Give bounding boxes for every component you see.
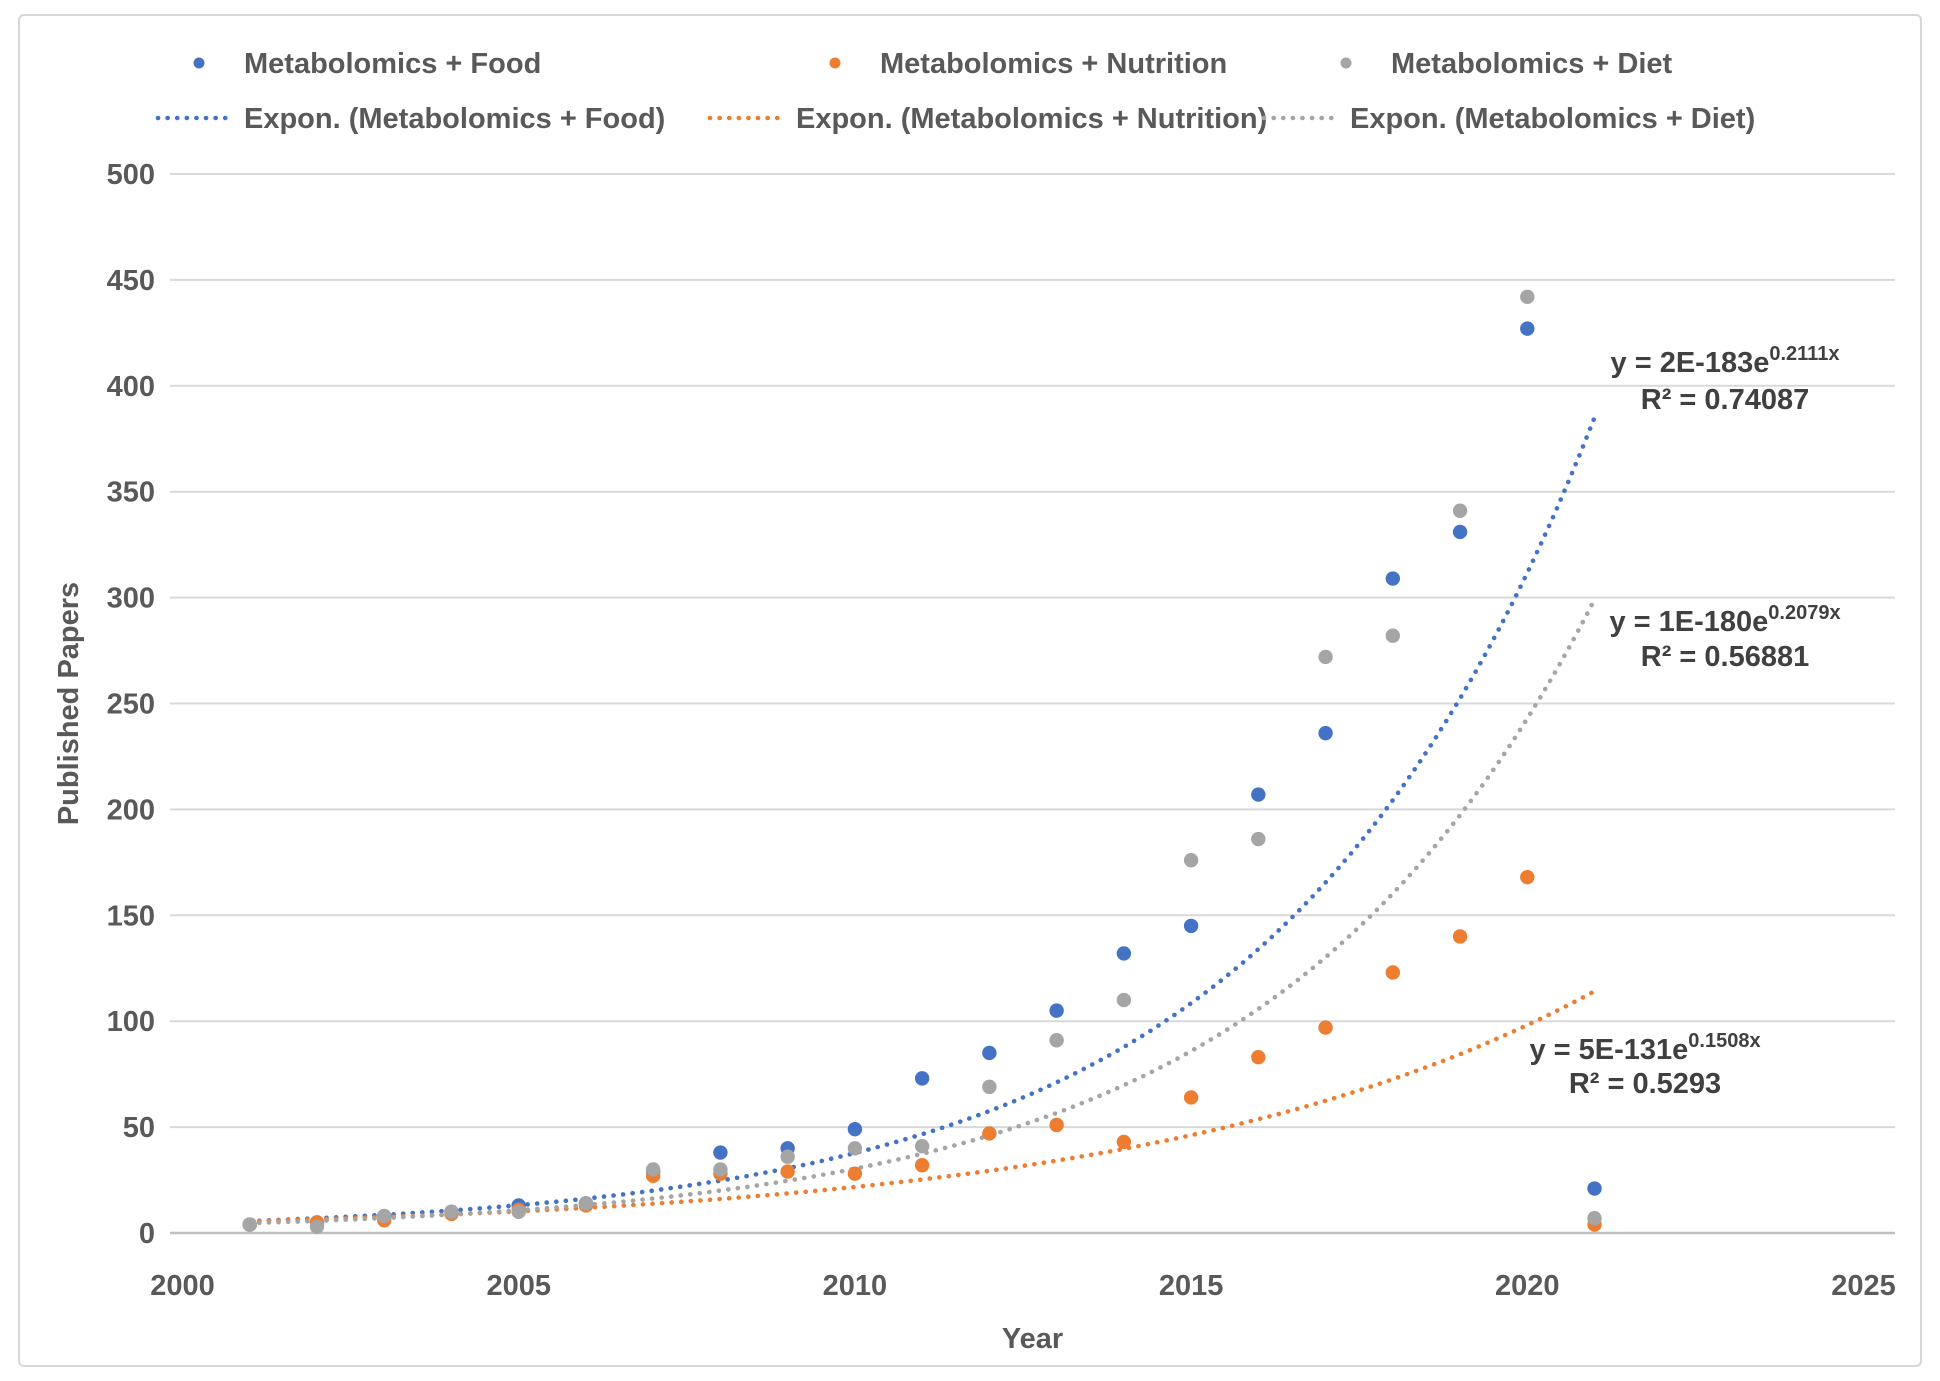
data-point	[1385, 571, 1401, 586]
r-squared-text: R² = 0.56881	[1641, 641, 1809, 673]
x-tick-label: 2010	[823, 1270, 888, 1302]
data-point	[1520, 321, 1535, 336]
data-point	[1385, 965, 1401, 980]
x-tick-label: 2005	[486, 1270, 551, 1302]
r-squared-text: R² = 0.74087	[1641, 384, 1809, 416]
x-tick-label: 2020	[1495, 1270, 1560, 1302]
data-point	[377, 1208, 392, 1224]
trendline-curve	[247, 415, 1597, 1224]
data-point	[1049, 1003, 1064, 1018]
y-tick-label: 500	[107, 159, 155, 191]
data-point	[1385, 628, 1401, 643]
equation-text: y = 2E-183e0.2111x	[1611, 343, 1840, 379]
r-squared-text: R² = 0.5293	[1569, 1068, 1721, 1100]
data-point	[847, 1122, 863, 1137]
data-point	[578, 1196, 594, 1211]
data-point	[1183, 918, 1199, 934]
data-point	[1318, 1020, 1333, 1035]
data-point	[444, 1204, 459, 1220]
data-point	[1183, 1090, 1199, 1105]
data-point	[1587, 1181, 1602, 1196]
trendlines	[247, 415, 1597, 1226]
legend-label: Expon. (Metabolomics + Food)	[244, 103, 665, 135]
x-tick-label: 2015	[1159, 1270, 1224, 1302]
data-point	[1116, 946, 1132, 961]
legend-label: Metabolomics + Diet	[1391, 48, 1673, 80]
x-axis-title: Year	[1002, 1323, 1063, 1355]
x-tick-label: 2000	[150, 1270, 215, 1302]
trendline-curve	[247, 988, 1597, 1224]
y-axis-title: Published Papers	[53, 582, 85, 825]
y-tick-label: 0	[139, 1218, 155, 1250]
data-point	[914, 1138, 930, 1154]
legend-item: Metabolomics + Food	[193, 48, 541, 80]
data-point	[1251, 831, 1266, 847]
data-point	[1318, 649, 1333, 665]
data-point	[847, 1166, 863, 1181]
trendline-equation: y = 2E-183e0.2111x R² = 0.74087	[1611, 343, 1840, 416]
data-point	[1318, 725, 1333, 741]
data-point	[1251, 1050, 1266, 1065]
data-point	[511, 1204, 526, 1220]
legend-marker-dot	[193, 57, 205, 69]
data-point	[780, 1149, 795, 1164]
y-tick-label: 350	[107, 477, 155, 509]
legend-item: Metabolomics + Diet	[1340, 48, 1673, 80]
data-point	[1049, 1117, 1064, 1133]
data-point	[1251, 787, 1266, 802]
legend-item: Expon. (Metabolomics + Food)	[155, 103, 665, 135]
axis-ticks: 0 50 100 150 200 250 300 350 400 450 500 2000 2005 20…	[107, 159, 1896, 1302]
data-point	[1452, 929, 1468, 944]
data-point	[713, 1162, 728, 1177]
data-point	[1587, 1210, 1602, 1226]
legend: Metabolomics + Food Metabolomics + Nutrit…	[155, 48, 1755, 135]
y-tick-label: 400	[107, 371, 155, 403]
legend-label: Expon. (Metabolomics + Nutrition)	[796, 103, 1267, 135]
data-point	[1452, 524, 1468, 540]
data-point	[982, 1079, 997, 1095]
y-tick-label: 250	[107, 689, 155, 721]
data-point	[1183, 853, 1199, 868]
data-point	[914, 1071, 930, 1086]
data-point	[1116, 1134, 1132, 1150]
trendline-curve	[247, 597, 1597, 1226]
data-point	[713, 1145, 728, 1160]
y-tick-label: 100	[107, 1006, 155, 1038]
data-point	[645, 1162, 661, 1177]
legend-label: Expon. (Metabolomics + Diet)	[1350, 103, 1755, 135]
y-tick-label: 450	[107, 265, 155, 297]
data-point	[309, 1219, 325, 1234]
data-point	[982, 1045, 997, 1061]
y-tick-label: 200	[107, 794, 155, 826]
legend-item: Metabolomics + Nutrition	[829, 48, 1227, 80]
data-point	[1452, 503, 1468, 518]
data-point	[242, 1217, 257, 1232]
legend-marker-dot	[1340, 57, 1352, 69]
data-points	[242, 289, 1602, 1234]
data-point	[1520, 869, 1535, 885]
data-point	[780, 1164, 795, 1179]
legend-label: Metabolomics + Nutrition	[880, 48, 1227, 80]
x-tick-label: 2025	[1831, 1270, 1896, 1302]
data-point	[1049, 1033, 1064, 1048]
legend-marker-dot	[829, 57, 841, 69]
data-point	[847, 1141, 863, 1156]
equation-text: y = 1E-180e0.2079x	[1609, 602, 1840, 638]
equation-text: y = 5E-131e0.1508x	[1529, 1030, 1760, 1066]
slide-border	[18, 14, 1922, 1367]
legend-item: Expon. (Metabolomics + Nutrition)	[707, 103, 1267, 135]
y-tick-label: 50	[123, 1112, 155, 1144]
gridlines	[170, 173, 1895, 1235]
data-point	[982, 1126, 997, 1141]
y-tick-label: 300	[107, 583, 155, 615]
data-point	[914, 1158, 930, 1173]
legend-label: Metabolomics + Food	[244, 48, 541, 80]
legend-item: Expon. (Metabolomics + Diet)	[1261, 103, 1755, 135]
data-point	[1520, 289, 1535, 305]
y-tick-label: 150	[107, 900, 155, 932]
data-point	[1116, 992, 1132, 1008]
